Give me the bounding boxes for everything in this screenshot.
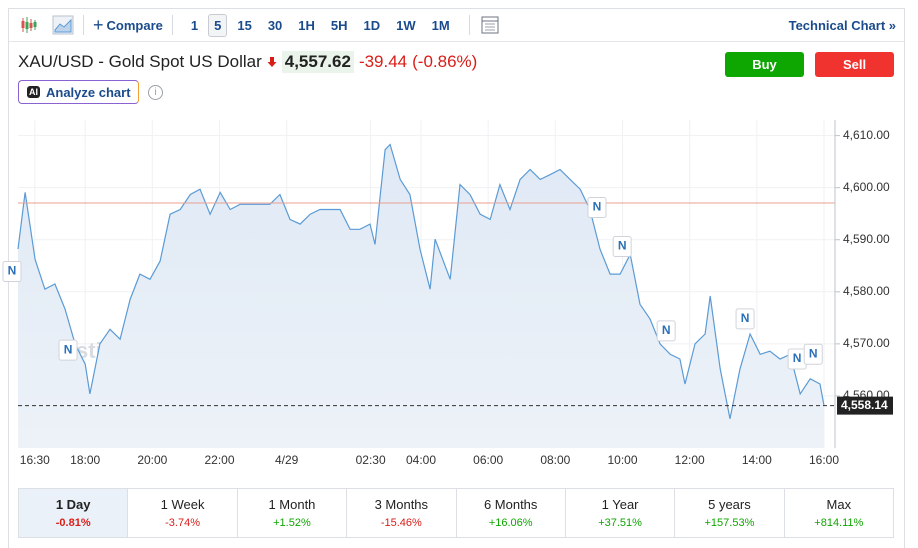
- instrument-header: XAU/USD - Gold Spot US Dollar 4,557.62 -…: [18, 51, 477, 73]
- layout-icon[interactable]: [479, 14, 501, 36]
- news-marker: [58, 339, 78, 361]
- range-tab[interactable]: 5 years +157.53%: [674, 489, 783, 537]
- interval-button[interactable]: 1H: [298, 17, 315, 33]
- interval-button[interactable]: 5H: [330, 17, 348, 33]
- range-tab[interactable]: 1 Day -0.81%: [19, 489, 128, 537]
- range-change: +37.51%: [598, 517, 642, 529]
- toolbar: + Compare 1 5 15 30 1H 5H 1D 1W 1M Technical Char…: [9, 9, 904, 42]
- range-change: -0.81%: [55, 517, 91, 529]
- news-label: N: [8, 264, 17, 278]
- news-marker: [656, 320, 676, 342]
- last-price-tag: [837, 396, 893, 415]
- x-tick-label: 12:00: [675, 453, 705, 467]
- area-icon[interactable]: [52, 14, 74, 36]
- range-tabs: 1 Day -0.81% 1 Week -3.74% 1 Month +1.52% 3 Mo…: [18, 488, 894, 538]
- interval-button[interactable]: 1D: [363, 17, 381, 33]
- info-icon[interactable]: i: [148, 85, 163, 100]
- news-marker: [803, 343, 823, 365]
- range-label: 3 Months: [374, 497, 429, 512]
- range-label: 1 Day: [55, 497, 91, 512]
- separator: [83, 15, 84, 35]
- news-marker: [587, 196, 607, 218]
- range-change: -3.74%: [165, 517, 200, 529]
- chart: 4,560.004,570.004,580.004,590.004,600.00…: [2, 120, 893, 467]
- analyze-label: Analyze chart: [46, 84, 131, 100]
- news-label: N: [593, 200, 602, 214]
- news-marker: [612, 236, 632, 258]
- interval-button[interactable]: 5: [208, 13, 228, 37]
- range-label: 6 Months: [483, 497, 538, 512]
- y-tick-label: 4,610.00: [843, 128, 890, 142]
- x-tick-label: 14:00: [742, 453, 772, 467]
- news-label: N: [741, 311, 750, 325]
- x-tick-label: 4/29: [275, 453, 299, 467]
- interval-button[interactable]: 1M: [431, 17, 450, 33]
- news-label: N: [64, 342, 73, 356]
- last-price-label: 4,558.14: [841, 398, 888, 412]
- y-tick-label: 4,570.00: [843, 336, 890, 350]
- x-tick-label: 20:00: [137, 453, 167, 467]
- analyze-button[interactable]: AI Analyze chart: [18, 80, 139, 104]
- x-tick-label: 02:30: [356, 453, 386, 467]
- x-tick-label: 22:00: [204, 453, 234, 467]
- x-tick-label: 16:00: [809, 453, 839, 467]
- interval-button[interactable]: 15: [237, 17, 252, 33]
- news-label: N: [618, 239, 627, 253]
- ai-badge: AI: [27, 86, 40, 98]
- range-change: -15.46%: [380, 517, 422, 529]
- range-tab[interactable]: Max +814.11%: [783, 489, 893, 537]
- chart-widget: + Compare 1 5 15 30 1H 5H 1D 1W 1M Technical Char…: [8, 8, 905, 548]
- area-fill: [18, 144, 824, 448]
- range-tab[interactable]: 1 Month +1.52%: [236, 489, 346, 537]
- news-label: N: [793, 351, 802, 365]
- news-label: N: [809, 346, 818, 360]
- range-tab[interactable]: 1 Week -3.74%: [127, 489, 236, 537]
- separator: [468, 15, 470, 35]
- x-tick-label: 06:00: [473, 453, 503, 467]
- y-tick-label: 4,600.00: [843, 180, 890, 194]
- compare-label: Compare: [106, 17, 163, 33]
- price: 4,557.62: [281, 51, 354, 73]
- range-label: 1 Year: [601, 497, 639, 512]
- range-label: 5 years: [708, 497, 751, 512]
- y-tick-label: 4,590.00: [843, 232, 890, 246]
- interval-button[interactable]: 1W: [396, 17, 416, 33]
- interval-button[interactable]: 1: [190, 17, 199, 33]
- x-tick-label: 10:00: [607, 453, 637, 467]
- news-marker: [735, 308, 755, 330]
- range-label: 1 Month: [268, 497, 316, 512]
- range-change: +16.06%: [488, 517, 533, 529]
- x-tick-label: 08:00: [540, 453, 570, 467]
- range-tab[interactable]: 3 Months -15.46%: [346, 489, 455, 537]
- range-tab[interactable]: 6 Months +16.06%: [455, 489, 565, 537]
- y-tick-label: 4,580.00: [843, 284, 890, 298]
- interval-button[interactable]: 30: [267, 17, 283, 33]
- down-arrow: [267, 57, 277, 67]
- range-label: 1 Week: [160, 497, 205, 512]
- x-tick-label: 18:00: [70, 453, 100, 467]
- compare-button[interactable]: + Compare: [93, 14, 163, 35]
- x-tick-label: 04:00: [406, 453, 436, 467]
- range-tab[interactable]: 1 Year +37.51%: [564, 489, 674, 537]
- buy-button[interactable]: Buy: [725, 52, 804, 77]
- candle-icon[interactable]: [18, 14, 40, 36]
- range-label: Max: [826, 497, 852, 512]
- price-line: [17, 143, 825, 419]
- range-change: +814.11%: [814, 517, 864, 529]
- technical-chart-link[interactable]: Technical Chart »: [788, 17, 896, 33]
- range-change: +157.53%: [704, 517, 755, 529]
- change-percent: (-0.86%): [412, 52, 478, 71]
- news-label: N: [662, 323, 671, 337]
- separator: [171, 15, 173, 35]
- instrument-title: XAU/USD - Gold Spot US Dollar: [18, 52, 262, 71]
- x-tick-label: 16:30: [20, 453, 50, 467]
- interval-group: 1 5 15 30 1H 5H 1D 1W 1M: [185, 13, 460, 37]
- range-change: +1.52%: [273, 517, 311, 529]
- change: -39.44: [358, 52, 408, 71]
- news-marker: [2, 261, 22, 283]
- sell-button[interactable]: Sell: [815, 52, 894, 77]
